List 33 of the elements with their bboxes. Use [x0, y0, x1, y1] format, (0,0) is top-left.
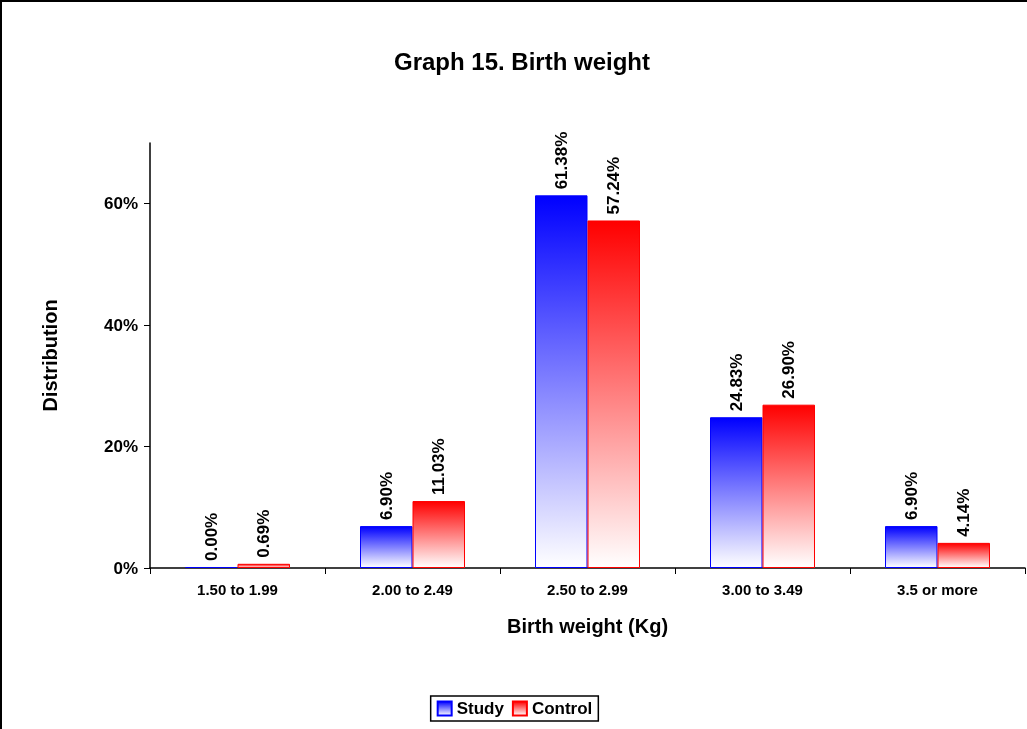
- bar: [237, 563, 290, 568]
- legend-label: Control: [531, 699, 593, 718]
- data-label: 0.00%: [201, 512, 221, 561]
- bar: [937, 542, 990, 568]
- x-tick-label: 1.50 to 1.99: [197, 581, 278, 598]
- bar: [885, 526, 938, 568]
- y-tick-label: 0%: [113, 558, 138, 578]
- x-tick-label: 2.50 to 2.99: [547, 581, 628, 598]
- data-label: 4.14%: [954, 488, 974, 537]
- y-tick-label: 40%: [103, 315, 138, 335]
- y-axis-title: Distribution: [39, 299, 61, 412]
- bar: [535, 195, 588, 568]
- bar: [412, 501, 465, 568]
- bar: [587, 220, 640, 568]
- y-tick-label: 60%: [103, 194, 138, 214]
- chart-title: Graph 15. Birth weight: [393, 47, 651, 75]
- x-tick-label: 3.00 to 3.49: [722, 581, 803, 598]
- legend-label: Study: [456, 699, 505, 718]
- data-label: 61.38%: [551, 131, 571, 190]
- data-label: 24.83%: [726, 353, 746, 412]
- x-tick-label: 2.00 to 2.49: [372, 581, 453, 598]
- bar: [762, 404, 815, 568]
- bar: [360, 526, 413, 568]
- data-label: 6.90%: [901, 471, 921, 521]
- data-label: 11.03%: [429, 438, 449, 496]
- data-label: 26.90%: [779, 341, 799, 399]
- x-axis-title: Birth weight (Kg): [506, 615, 669, 637]
- data-label: 0.69%: [254, 509, 274, 558]
- x-tick-label: 3.5 or more: [897, 581, 978, 598]
- data-label: 6.90%: [376, 471, 396, 521]
- bar: [710, 417, 763, 568]
- y-tick-label: 20%: [103, 437, 138, 457]
- data-label: 57.24%: [604, 156, 624, 215]
